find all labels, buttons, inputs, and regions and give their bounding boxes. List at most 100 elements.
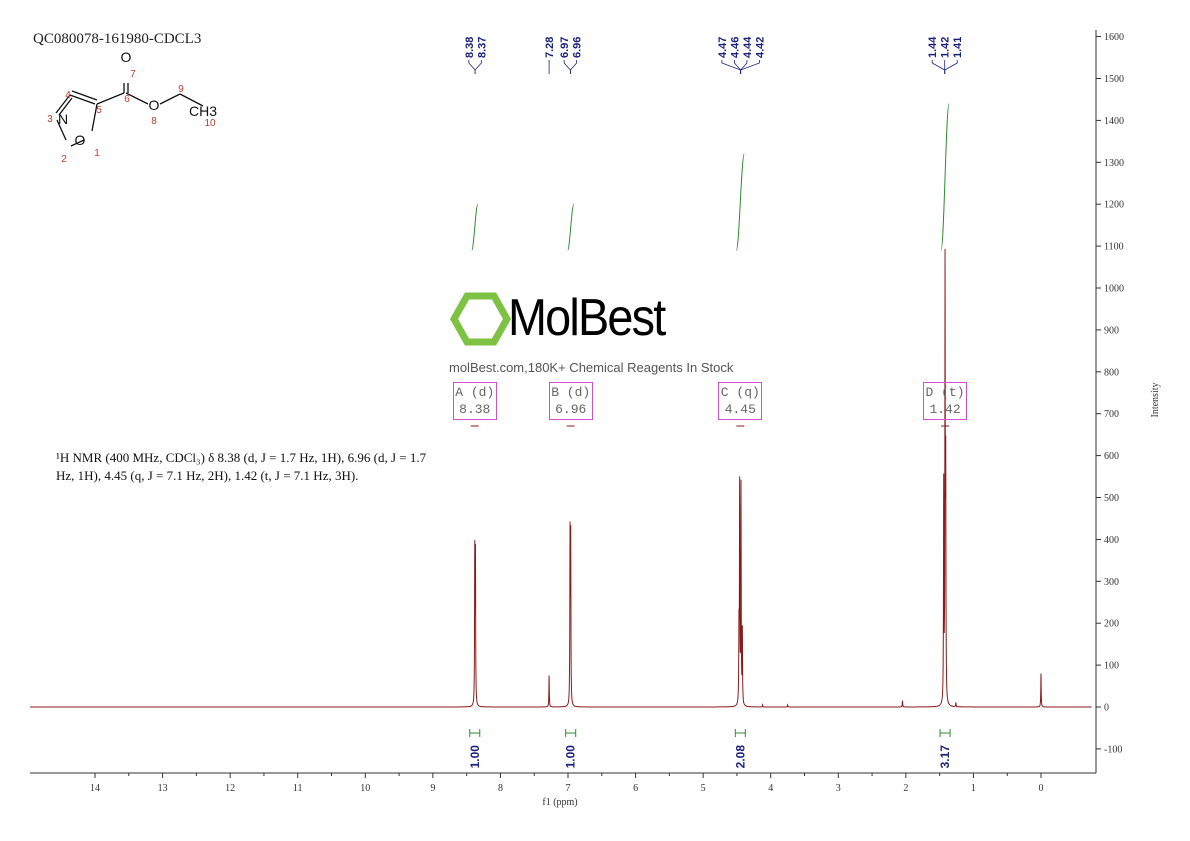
atom-number: 4: [65, 90, 71, 101]
atom-label: O: [149, 97, 160, 113]
multiplet-shift: 6.96: [555, 402, 587, 417]
atom-number: 1: [94, 148, 100, 159]
molbest-logo-icon: [449, 292, 512, 346]
y-tick-label: 100: [1104, 661, 1119, 672]
x-tick-label: 8: [498, 783, 503, 794]
x-tick-label: 13: [158, 783, 168, 794]
x-tick-label: 12: [225, 783, 235, 794]
peak-label: 4.46: [729, 37, 741, 58]
multiplet-label: C (q): [720, 385, 760, 400]
peak-label: 4.47: [717, 37, 729, 58]
peak-label: 8.38: [464, 37, 476, 58]
peak-label-connector: [931, 60, 946, 74]
atom-number: 9: [178, 84, 184, 95]
y-tick-label: 400: [1104, 535, 1119, 546]
peak-label: 4.44: [742, 36, 754, 58]
peak-label-connector: [944, 60, 958, 74]
integral-curve: [567, 203, 575, 251]
spectrum-title: QC080078-161980-CDCL3: [33, 31, 202, 47]
atom-number: 6: [124, 94, 130, 105]
y-tick-label: -100: [1104, 744, 1122, 755]
y-tick-label: 700: [1104, 409, 1119, 420]
x-tick-label: 1: [971, 783, 976, 794]
integral-curve: [471, 203, 479, 251]
y-tick-label: 1400: [1104, 116, 1124, 127]
atom-number: 8: [151, 116, 157, 127]
x-tick-label: 7: [566, 783, 571, 794]
atom-label: O: [121, 49, 132, 65]
peak-label: 1.42: [940, 37, 952, 58]
peak-label: 6.97: [559, 37, 571, 58]
multiplet-label: D (t): [925, 385, 965, 400]
peak-label: 6.96: [572, 37, 584, 58]
y-tick-label: 900: [1104, 325, 1119, 336]
peak-label-connector: [740, 60, 760, 74]
peak-label-connector: [474, 60, 482, 74]
y-axis-label: Intensity: [1150, 383, 1161, 418]
y-tick-label: 500: [1104, 493, 1119, 504]
y-tick-label: 1000: [1104, 284, 1124, 295]
y-tick-label: 600: [1104, 451, 1119, 462]
atom-number: 10: [204, 118, 216, 129]
atom-number: 7: [130, 69, 136, 80]
multiplet-box: C (q) 4.45: [718, 382, 763, 420]
y-tick-label: 300: [1104, 577, 1119, 588]
x-tick-label: 10: [360, 783, 370, 794]
y-tick-label: 800: [1104, 367, 1119, 378]
peak-label: 8.37: [476, 37, 488, 58]
x-tick-label: 4: [768, 783, 773, 794]
peak-label: 1.44: [927, 36, 939, 58]
integral-bracket: [565, 729, 577, 737]
y-tick-label: 1500: [1104, 74, 1124, 85]
y-tick-label: 1600: [1104, 32, 1124, 43]
integral-value: 2.08: [733, 745, 747, 769]
y-tick-label: 1300: [1104, 158, 1124, 169]
peak-label-connector: [740, 60, 748, 74]
x-tick-label: 9: [430, 783, 435, 794]
x-axis-label: f1 (ppm): [542, 797, 577, 808]
x-tick-label: 2: [903, 783, 908, 794]
integral-value: 1.00: [468, 745, 482, 769]
x-tick-label: 6: [633, 783, 638, 794]
multiplet-label: A (d): [455, 385, 495, 400]
molecule-structure: [55, 83, 204, 147]
peak-label-connector: [468, 60, 476, 74]
integral-value: 3.17: [938, 745, 952, 769]
peak-label: 7.28: [544, 37, 556, 58]
atom-label: CH3: [189, 103, 217, 119]
atom-number: 2: [61, 154, 67, 165]
y-tick-label: 0: [1104, 703, 1109, 714]
peak-label-connector: [563, 60, 571, 74]
peak-label: 1.41: [952, 37, 964, 58]
integral-value: 1.00: [564, 745, 578, 769]
atom-label: N: [58, 111, 68, 127]
y-tick-label: 1100: [1104, 242, 1124, 253]
atom-number: 5: [96, 105, 102, 116]
integral-curve: [735, 153, 745, 251]
x-tick-label: 11: [293, 783, 303, 794]
peak-label-connector: [734, 60, 742, 74]
peak-label-connector: [569, 60, 578, 74]
x-tick-label: 5: [701, 783, 706, 794]
integral-bracket: [469, 729, 481, 737]
multiplet-shift: 1.42: [929, 402, 961, 417]
peak-label: 4.42: [754, 37, 766, 58]
x-tick-label: 0: [1039, 783, 1044, 794]
integral-curve: [940, 103, 950, 251]
x-tick-label: 3: [836, 783, 841, 794]
watermark-logo-text: MolBest: [508, 289, 666, 347]
multiplet-box: B (d) 6.96: [548, 382, 593, 420]
multiplet-shift: 4.45: [724, 402, 756, 417]
integral-bracket: [939, 729, 951, 737]
multiplet-label: B (d): [551, 385, 591, 400]
x-tick-label: 14: [90, 783, 100, 794]
multiplet-box: D (t) 1.42: [923, 382, 968, 420]
y-tick-label: 200: [1104, 619, 1119, 630]
multiplet-box: A (d) 8.38: [452, 382, 497, 420]
atom-number: 3: [47, 114, 53, 125]
y-tick-label: 1200: [1104, 200, 1124, 211]
spectrum-line: [30, 248, 1092, 708]
watermark-text: molBest.com,180K+ Chemical Reagents In S…: [449, 360, 734, 375]
integral-bracket: [734, 729, 746, 737]
